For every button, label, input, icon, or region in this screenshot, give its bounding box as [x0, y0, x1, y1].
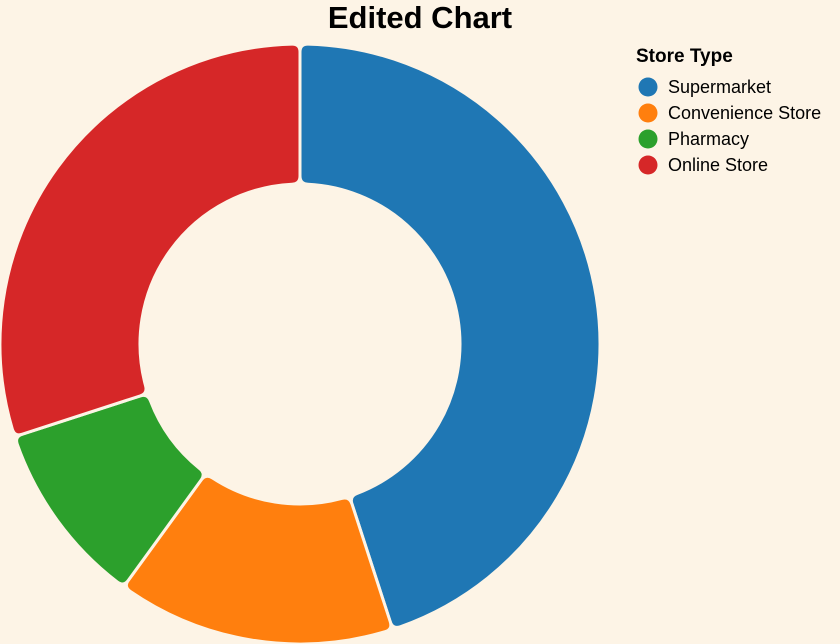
legend-swatch-online-store	[638, 155, 658, 175]
legend-label-online-store: Online Store	[668, 155, 768, 175]
slice-online-store	[0, 42, 302, 437]
donut-slices	[0, 42, 602, 644]
legend: Store Type Supermarket Convenience Store P…	[636, 46, 821, 175]
legend-items: Supermarket Convenience Store Pharmacy Onli…	[638, 77, 821, 175]
legend-swatch-convenience-store	[638, 103, 658, 123]
legend-label-supermarket: Supermarket	[668, 77, 771, 97]
legend-label-convenience-store: Convenience Store	[668, 103, 821, 123]
legend-swatch-pharmacy	[638, 129, 658, 149]
legend-title: Store Type	[636, 46, 733, 67]
slice-supermarket	[298, 42, 602, 629]
chart-title: Edited Chart	[328, 0, 512, 35]
legend-label-pharmacy: Pharmacy	[668, 129, 749, 149]
legend-swatch-supermarket	[638, 77, 658, 97]
